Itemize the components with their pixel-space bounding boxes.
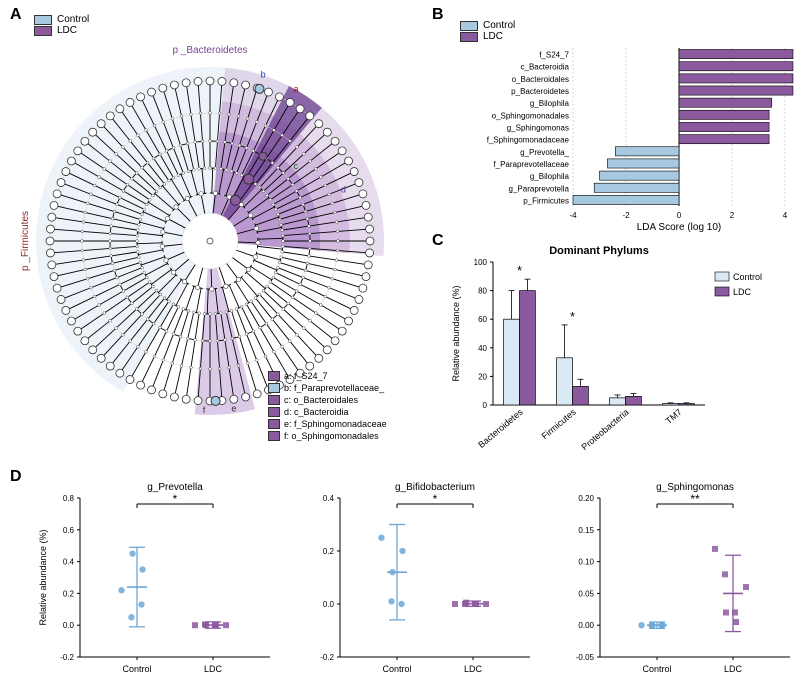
svg-text:f_Paraprevotellaceae: f_Paraprevotellaceae [493,160,569,169]
svg-text:0: 0 [677,211,682,220]
svg-text:0.6: 0.6 [63,526,75,535]
panel-c-label: C [432,232,444,250]
svg-text:Control: Control [382,664,411,674]
svg-text:0.2: 0.2 [323,547,335,556]
svg-text:**: ** [690,492,700,506]
svg-text:20: 20 [478,372,487,381]
scatter-prevotella: g_Prevotella-0.20.00.20.40.60.8Relative … [32,478,282,683]
svg-text:c_Bacteroidia: c_Bacteroidia [521,63,570,72]
svg-text:f_Sphingomonadaceae: f_Sphingomonadaceae [487,136,570,145]
svg-text:-0.2: -0.2 [320,653,334,662]
svg-text:Firmicutes: Firmicutes [540,407,579,442]
svg-text:TM7: TM7 [664,407,684,426]
svg-text:Proteobacteria: Proteobacteria [580,407,631,452]
svg-text:LDC: LDC [733,287,752,297]
svg-text:0.4: 0.4 [63,558,75,567]
svg-text:60: 60 [478,315,487,324]
svg-text:p_Bacteroidetes: p_Bacteroidetes [511,87,569,96]
cladogram-legend-item: f: o_Sphingomonadales [268,430,387,442]
svg-text:0.00: 0.00 [578,621,594,630]
svg-text:o_Sphingomonadales: o_Sphingomonadales [492,111,569,120]
svg-text:4: 4 [783,211,788,220]
cladogram-legend: a: f_S24_7b: f_Paraprevotellaceae_c: o_B… [268,370,387,442]
svg-text:*: * [433,492,438,506]
svg-text:*: * [570,309,575,324]
svg-text:LDC: LDC [724,664,743,674]
svg-text:Control: Control [642,664,671,674]
svg-text:0.0: 0.0 [323,600,335,609]
svg-text:Control: Control [122,664,151,674]
svg-text:a: a [293,84,298,94]
svg-text:0.4: 0.4 [323,494,335,503]
scatter-bifido: g_Bifidobacterium-0.20.00.20.4ControlLDC… [292,478,542,683]
svg-text:Bacteroidetes: Bacteroidetes [476,407,525,450]
svg-text:LDA Score (log 10): LDA Score (log 10) [637,222,722,233]
svg-text:100: 100 [474,258,488,267]
svg-text:-0.2: -0.2 [60,653,74,662]
svg-text:*: * [517,263,522,278]
svg-text:c: c [294,161,299,171]
svg-text:0.2: 0.2 [63,589,75,598]
svg-text:d: d [341,184,346,194]
svg-text:Relative abundance (%): Relative abundance (%) [38,529,48,625]
cladogram-legend-item: c: o_Bacteroidales [268,394,387,406]
cladogram-legend-item: b: f_Paraprevotellaceae_ [268,382,387,394]
svg-text:g_Prevotella_: g_Prevotella_ [520,148,569,157]
svg-text:0.15: 0.15 [578,526,594,535]
svg-text:Dominant Phylums: Dominant Phylums [549,245,649,257]
svg-text:-0.05: -0.05 [576,653,595,662]
svg-text:Relative abundance (%): Relative abundance (%) [451,285,461,381]
panel-b-legend: Control LDC [460,20,515,42]
svg-text:e: e [231,403,236,413]
cladogram-legend-item: d: c_Bacteroidia [268,406,387,418]
svg-text:g_Sphingomonas: g_Sphingomonas [507,124,569,133]
svg-text:0.05: 0.05 [578,589,594,598]
svg-text:0.20: 0.20 [578,494,594,503]
svg-text:g_Bilophila: g_Bilophila [530,99,570,108]
svg-text:40: 40 [478,344,487,353]
svg-text:Control: Control [733,272,762,282]
svg-text:p _Firmicutes: p _Firmicutes [20,211,31,271]
svg-text:g_Paraprevotella: g_Paraprevotella [509,184,570,193]
phylum-chart: Dominant Phylums 0 20 40 60 80 100 Relative abu… [445,240,795,465]
lda-chart: -4 -2 0 2 4 f_S24_7 c_Bacteroidia o_Bacteroidal… [445,44,795,234]
svg-text:2: 2 [730,211,735,220]
svg-text:p_Firmicutes: p_Firmicutes [523,196,569,205]
panel-d-label: D [10,468,22,486]
svg-text:*: * [173,492,178,506]
svg-text:0.0: 0.0 [63,621,75,630]
svg-text:0: 0 [483,401,488,410]
svg-text:LDC: LDC [204,664,223,674]
svg-text:-2: -2 [622,211,630,220]
svg-text:-4: -4 [569,211,577,220]
cladogram-legend-item: e: f_Sphingomonadaceae [268,418,387,430]
svg-text:p _Bacteroidetes: p _Bacteroidetes [172,45,247,56]
svg-text:80: 80 [478,287,487,296]
svg-text:f_S24_7: f_S24_7 [539,51,569,60]
svg-text:0.8: 0.8 [63,494,75,503]
scatter-sphingo: g_Sphingomonas-0.050.000.050.100.150.20C… [552,478,800,683]
svg-text:b: b [261,69,266,79]
svg-text:0.10: 0.10 [578,558,594,567]
svg-text:o_Bacteroidales: o_Bacteroidales [512,75,569,84]
svg-text:LDC: LDC [464,664,483,674]
panel-b-label: B [432,6,444,24]
svg-text:g_Bilophila: g_Bilophila [530,172,570,181]
cladogram-legend-item: a: f_S24_7 [268,370,387,382]
